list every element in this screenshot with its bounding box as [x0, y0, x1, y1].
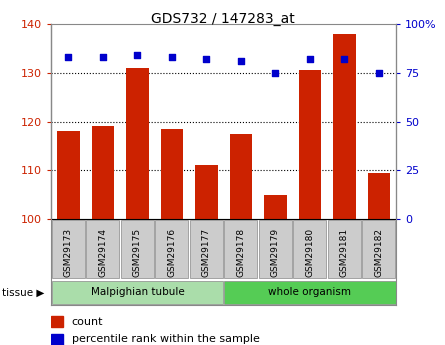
Point — [306, 57, 313, 62]
FancyBboxPatch shape — [293, 220, 326, 278]
Bar — [57, 131, 80, 219]
Point — [203, 57, 210, 62]
Text: GSM29175: GSM29175 — [133, 228, 142, 277]
Text: GSM29180: GSM29180 — [305, 228, 314, 277]
Text: GSM29176: GSM29176 — [167, 228, 176, 277]
Text: Malpighian tubule: Malpighian tubule — [90, 287, 184, 297]
Text: GSM29173: GSM29173 — [64, 228, 73, 277]
Bar — [161, 129, 183, 219]
FancyBboxPatch shape — [328, 220, 361, 278]
FancyBboxPatch shape — [86, 220, 119, 278]
Text: GSM29178: GSM29178 — [236, 228, 245, 277]
Text: count: count — [72, 317, 103, 327]
Text: GSM29179: GSM29179 — [271, 228, 280, 277]
Point — [375, 70, 382, 76]
Bar — [264, 195, 287, 219]
Bar — [195, 166, 218, 219]
Bar — [92, 127, 114, 219]
Text: whole organism: whole organism — [268, 287, 352, 297]
FancyBboxPatch shape — [259, 220, 292, 278]
Point — [134, 52, 141, 58]
FancyBboxPatch shape — [362, 220, 395, 278]
Point — [65, 55, 72, 60]
Text: GDS732 / 147283_at: GDS732 / 147283_at — [150, 12, 295, 26]
Text: GSM29177: GSM29177 — [202, 228, 211, 277]
FancyBboxPatch shape — [224, 281, 396, 304]
Text: tissue ▶: tissue ▶ — [2, 287, 44, 297]
Bar — [230, 134, 252, 219]
FancyBboxPatch shape — [121, 220, 154, 278]
Text: GSM29174: GSM29174 — [98, 228, 107, 277]
FancyBboxPatch shape — [155, 220, 188, 278]
Bar — [299, 70, 321, 219]
Point — [237, 58, 244, 64]
FancyBboxPatch shape — [224, 220, 257, 278]
Text: GSM29181: GSM29181 — [340, 228, 349, 277]
Bar — [51, 316, 63, 327]
Text: GSM29182: GSM29182 — [374, 228, 383, 277]
Text: percentile rank within the sample: percentile rank within the sample — [72, 334, 260, 344]
Point — [99, 55, 106, 60]
Bar — [126, 68, 149, 219]
Point — [272, 70, 279, 76]
FancyBboxPatch shape — [52, 281, 223, 304]
Point — [341, 57, 348, 62]
FancyBboxPatch shape — [52, 220, 85, 278]
Bar — [333, 34, 356, 219]
Bar — [368, 173, 390, 219]
Point — [168, 55, 175, 60]
Bar — [51, 334, 63, 345]
FancyBboxPatch shape — [190, 220, 223, 278]
